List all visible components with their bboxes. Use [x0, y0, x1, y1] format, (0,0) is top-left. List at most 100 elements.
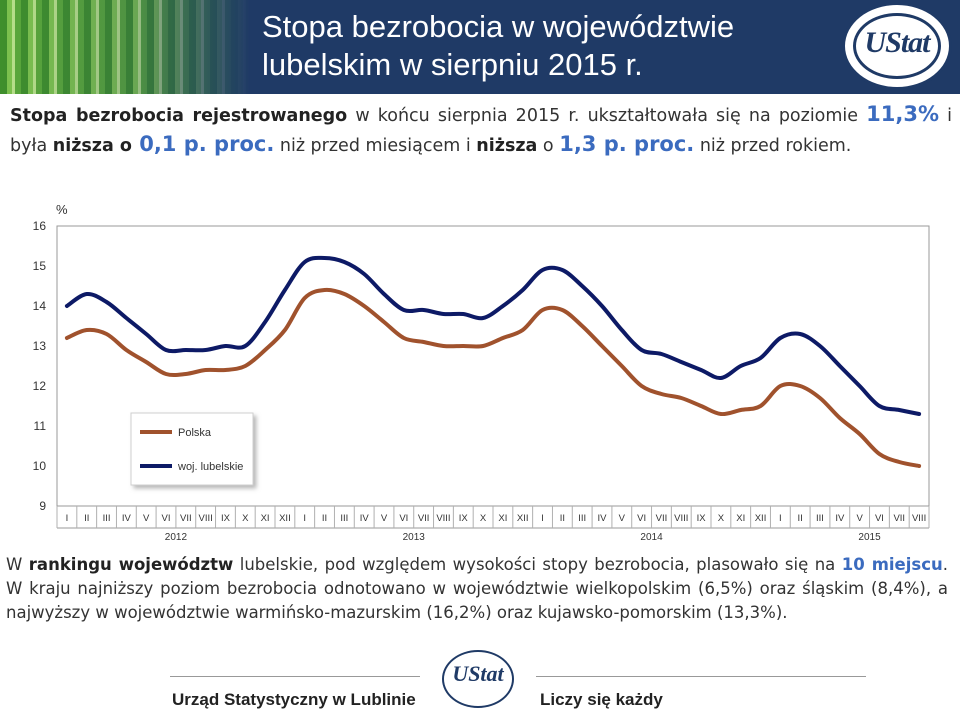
x-tick-label: II [560, 513, 565, 524]
legend-label-polska: Polska [178, 427, 212, 439]
ranking-position: 10 miejscu [841, 555, 943, 574]
page-title-line1: Stopa bezrobocia w województwie [262, 9, 735, 44]
y-tick-label: 10 [33, 459, 47, 473]
legend-box [130, 412, 254, 486]
x-tick-label: VIII [912, 513, 926, 524]
x-tick-label: IV [360, 513, 370, 524]
x-tick-label: IX [459, 513, 469, 524]
footer-office-name: Urząd Statystyczny w Lublinie [172, 690, 416, 709]
year-label: 2012 [165, 532, 188, 543]
x-tick-label: V [856, 513, 863, 524]
plot-grid [56, 225, 930, 529]
ranking-bold-phrase: rankingu województw [28, 555, 234, 574]
x-tick-label: X [718, 513, 725, 524]
page-title: Stopa bezrobocia w województwie lubelski… [262, 8, 822, 84]
x-tick-label: VII [418, 513, 430, 524]
x-axis: I II III IV V VI VII VIII IX X XI XII I II III IV V VI VII… [66, 513, 927, 543]
x-tick-label: XI [261, 513, 270, 524]
x-tick-label: VIII [199, 513, 213, 524]
intro-text: w końcu sierpnia 2015 r. ukształtowała s… [347, 106, 867, 126]
chart-legend: Polska woj. lubelskie [130, 412, 254, 486]
y-tick-label: 12 [33, 379, 47, 393]
ustat-logo-ring: UStat [853, 13, 941, 79]
y-tick-label: 15 [33, 259, 47, 273]
y-tick-label: 16 [33, 219, 47, 233]
x-tick-label: IV [122, 513, 132, 524]
year-label: 2014 [640, 532, 663, 543]
y-tick-label: 13 [33, 339, 47, 353]
x-tick-label: VI [637, 513, 646, 524]
x-tick-label: X [480, 513, 487, 524]
footer-logo-text: UStat [452, 661, 504, 686]
intro-text: i była [10, 106, 952, 156]
x-tick-label: VI [162, 513, 171, 524]
intro-bold-phrase: niższa [476, 136, 538, 156]
x-tick-label: XII [279, 513, 291, 524]
ranking-text: W [6, 555, 29, 574]
x-tick-label: X [242, 513, 249, 524]
x-tick-label: I [303, 513, 306, 524]
x-tick-label: V [381, 513, 388, 524]
footer-divider-left [170, 676, 420, 677]
x-tick-label: II [798, 513, 803, 524]
intro-bold-phrase: niższa o [52, 136, 132, 156]
ranking-text: . W kraju najniższy poziom bezrobocia od… [6, 555, 948, 622]
y-tick-label: 14 [33, 299, 47, 313]
ranking-text: lubelskie, pod względem wysokości stopy … [233, 555, 842, 574]
x-tick-label: II [322, 513, 327, 524]
ranking-paragraph: W rankingu województw lubelskie, pod wzg… [6, 553, 948, 625]
x-tick-label: IX [697, 513, 707, 524]
intro-text: niż przed miesiącem i [274, 136, 477, 156]
x-tick-label: XII [755, 513, 767, 524]
x-tick-label: XI [736, 513, 745, 524]
intro-bold-phrase: Stopa bezrobocia rejestrowanego [10, 106, 348, 126]
intro-text: niż przed rokiem. [694, 136, 852, 156]
x-tick-label: III [816, 513, 824, 524]
y-tick-label: 9 [39, 499, 46, 513]
year-label: 2015 [858, 532, 881, 543]
footer-ustat-logo: UStat [442, 650, 514, 708]
year-label: 2013 [403, 532, 426, 543]
ustat-logo: UStat [842, 2, 952, 90]
x-tick-label: I [66, 513, 69, 524]
series-lines [64, 255, 922, 468]
footer-slogan: Liczy się każdy [540, 690, 663, 709]
y-tick-label: 11 [34, 419, 47, 433]
y-axis: 16 15 14 13 12 11 10 9 [33, 219, 47, 513]
ustat-logo-text: UStat [864, 26, 930, 59]
x-tick-label: VIII [436, 513, 450, 524]
intro-paragraph: Stopa bezrobocia rejestrowanego w końcu … [10, 100, 952, 160]
x-tick-label: IX [221, 513, 231, 524]
intro-text: o [537, 136, 560, 156]
unemployment-rate-value: 11,3% [866, 102, 940, 126]
monthly-change-value: 0,1 p. proc. [131, 132, 275, 156]
x-tick-label: III [578, 513, 586, 524]
plot-area [56, 225, 930, 507]
x-tick-label: VI [875, 513, 884, 524]
x-tick-label: III [340, 513, 348, 524]
x-tick-label: III [103, 513, 111, 524]
x-tick-label: I [779, 513, 782, 524]
x-tick-label: I [541, 513, 544, 524]
x-tick-label: VII [893, 513, 905, 524]
x-tick-label: VII [180, 513, 192, 524]
footer-divider-right [536, 676, 866, 677]
x-tick-label: IV [598, 513, 608, 524]
x-tick-label: XII [517, 513, 529, 524]
x-tick-label: VII [656, 513, 668, 524]
series-line-lubelskie [64, 255, 922, 416]
x-tick-label: VIII [674, 513, 688, 524]
x-tick-label: VI [399, 513, 408, 524]
header-banner: Stopa bezrobocia w województwie lubelski… [0, 0, 960, 94]
y-axis-unit: % [56, 202, 68, 217]
x-tick-label: IV [835, 513, 845, 524]
x-tick-label: II [84, 513, 89, 524]
x-tick-label: V [143, 513, 150, 524]
series-line-polska [64, 287, 922, 468]
x-tick-label: V [619, 513, 626, 524]
x-tick-label: XI [498, 513, 507, 524]
page-title-line2: lubelskim w sierpniu 2015 r. [262, 47, 643, 82]
legend-label-lubelskie: woj. lubelskie [177, 461, 243, 473]
header-stripes-decoration [0, 0, 250, 94]
